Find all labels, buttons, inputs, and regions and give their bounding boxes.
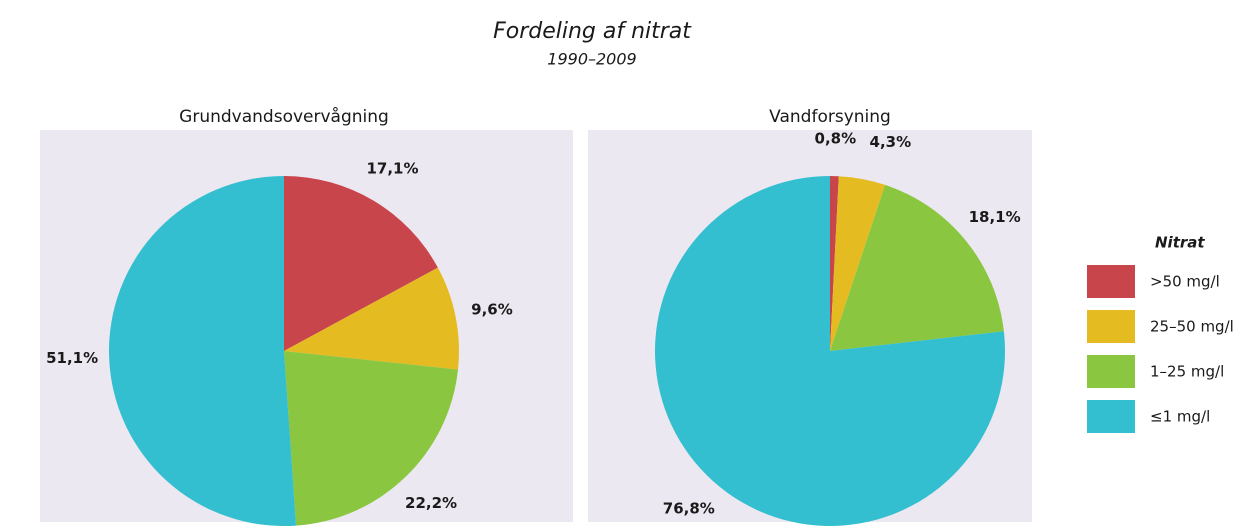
pie-title: Grundvandsovervågning: [179, 106, 389, 127]
data-label: 9,6%: [471, 300, 513, 318]
legend-swatch: [1087, 265, 1135, 298]
data-label: 4,3%: [870, 133, 912, 151]
pie-slice: [830, 176, 886, 351]
pie-slice: [655, 176, 1005, 526]
legend-label: ≤1 mg/l: [1150, 408, 1210, 426]
data-label: 0,8%: [815, 130, 857, 148]
subtitle: 1990–2009: [547, 50, 636, 69]
data-label: 18,1%: [969, 208, 1021, 226]
legend-label: >50 mg/l: [1150, 273, 1220, 291]
legend-swatch: [1087, 355, 1135, 388]
data-label: 51,1%: [46, 349, 98, 367]
data-label: 22,2%: [405, 494, 457, 512]
legend-label: 1–25 mg/l: [1150, 363, 1224, 381]
pie-slice: [830, 184, 1004, 351]
legend-label: 25–50 mg/l: [1150, 318, 1234, 336]
legend-swatch: [1087, 310, 1135, 343]
data-label: 76,8%: [663, 500, 715, 518]
pie-slice: [284, 176, 438, 351]
pie-slice: [109, 176, 297, 526]
title: Fordeling af nitrat: [493, 19, 692, 44]
pie-slice: [284, 267, 459, 370]
data-label: 17,1%: [366, 159, 418, 177]
legend-swatch: [1087, 400, 1135, 433]
pie-slice: [830, 176, 839, 351]
pie-slice: [284, 351, 459, 526]
pie-title: Vandforsyning: [769, 107, 891, 127]
legend-title: Nitrat: [1155, 234, 1205, 252]
